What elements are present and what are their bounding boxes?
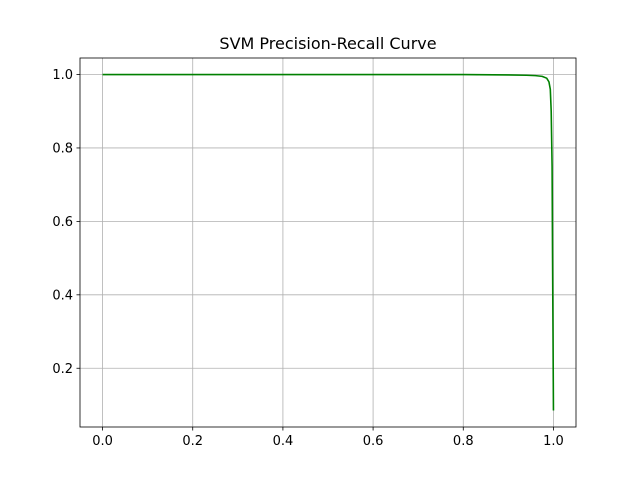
y-tick-label: 0.6 <box>52 215 73 230</box>
series-line <box>102 73 555 411</box>
x-tick-label: 0.2 <box>182 434 203 449</box>
x-tick-label: 0.4 <box>273 434 294 449</box>
y-tick-label: 0.4 <box>52 288 73 303</box>
x-tick-label: 0.6 <box>363 434 384 449</box>
plot-area-border <box>79 57 577 428</box>
axes-frame <box>79 57 577 428</box>
y-tick-label: 0.8 <box>52 141 73 156</box>
x-tick-label: 0.8 <box>453 434 474 449</box>
chart-title: SVM Precision-Recall Curve <box>219 34 436 53</box>
y-tick-label: 0.2 <box>52 362 73 377</box>
x-tick-label: 1.0 <box>543 434 564 449</box>
series-layer <box>102 73 555 411</box>
y-tick-label: 1.0 <box>52 68 73 83</box>
tick-layer: 0.0 0.2 0.4 0.6 0.8 1.0 0.2 0.4 0.6 0.8 1.0 <box>52 68 563 449</box>
x-tick-label: 0.0 <box>92 434 113 449</box>
